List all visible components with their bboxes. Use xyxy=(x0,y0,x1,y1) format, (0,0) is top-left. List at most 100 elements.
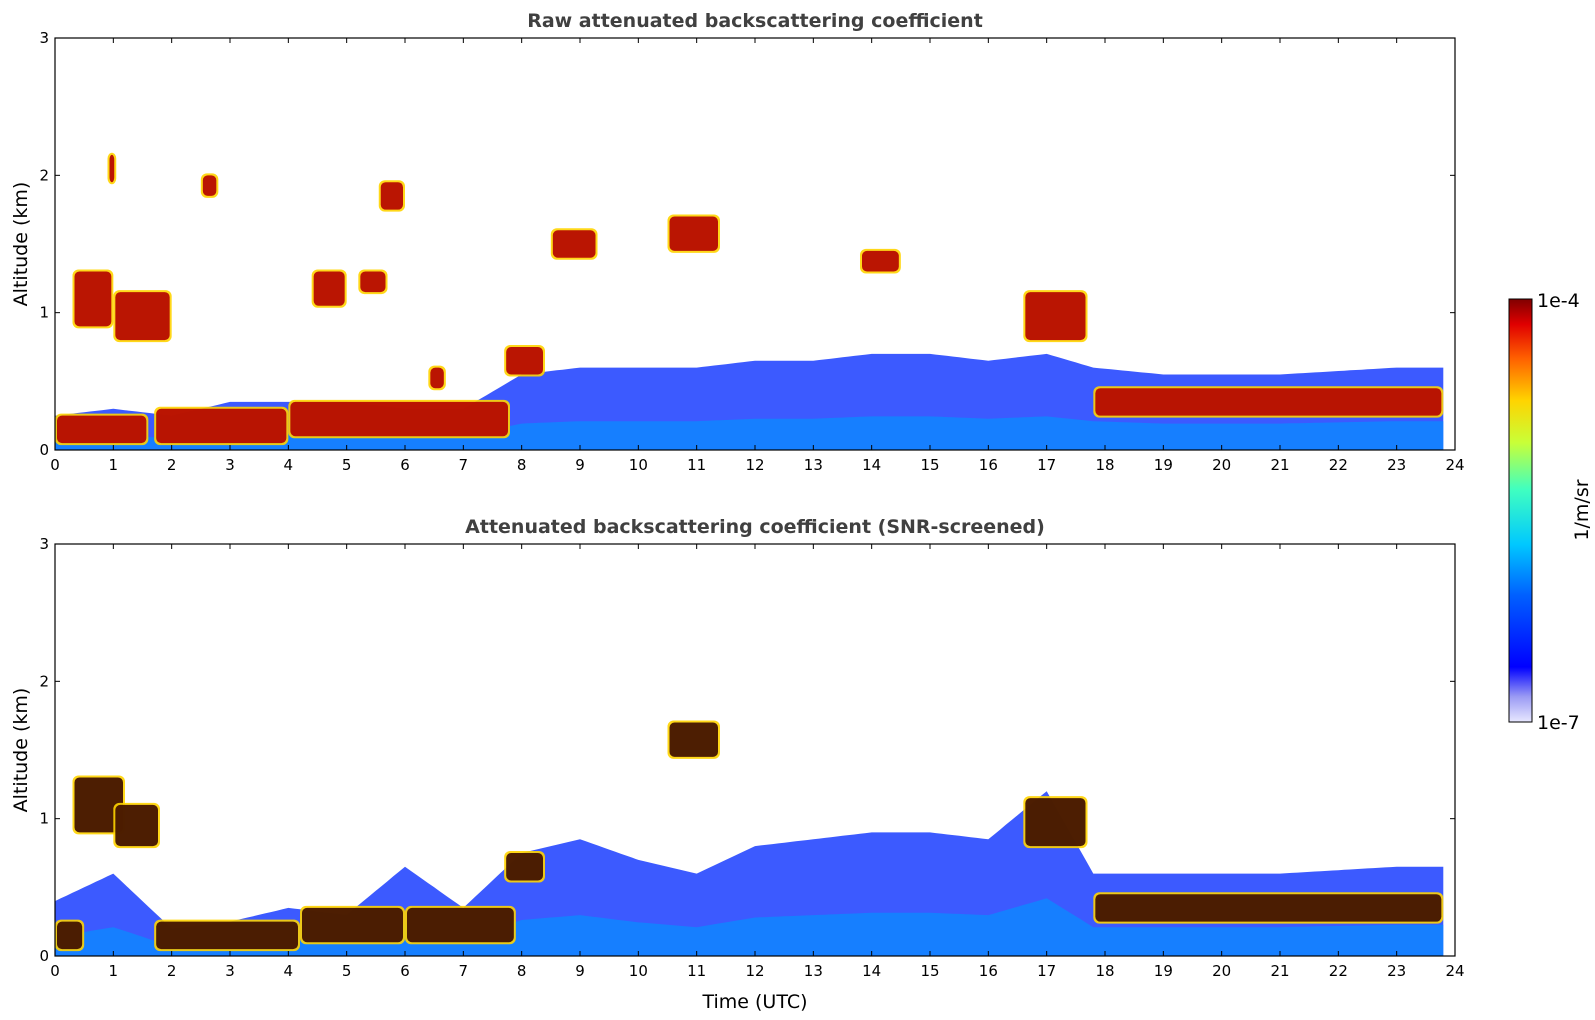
x-tick-label: 19 xyxy=(1154,456,1173,474)
x-tick-label: 7 xyxy=(459,456,469,474)
x-tick-label: 21 xyxy=(1270,962,1289,980)
colorbar-unit-label: 1/m/sr xyxy=(1571,479,1593,540)
x-tick-label: 20 xyxy=(1212,962,1231,980)
x-tick-label: 21 xyxy=(1270,456,1289,474)
backscatter-layer xyxy=(156,408,287,444)
backscatter-layer xyxy=(1025,798,1086,847)
backscatter-layer xyxy=(313,271,345,306)
colorbar-max-label: 1e-4 xyxy=(1537,290,1580,312)
x-tick-label: 6 xyxy=(400,962,410,980)
y-tick-label: 3 xyxy=(39,29,49,47)
x-axis-label: Time (UTC) xyxy=(701,991,807,1013)
panel-raw-axes: 0 1 2 3 4 5 6 7 8 9 10 11 12 13 14 15 16 17 18 19 20 21 22 23 24… xyxy=(39,29,1464,474)
x-tick-label: 13 xyxy=(804,962,823,980)
x-tick-label: 11 xyxy=(687,456,706,474)
x-tick-label: 24 xyxy=(1445,456,1464,474)
x-tick-label: 10 xyxy=(629,456,648,474)
backscatter-layer xyxy=(407,907,514,943)
x-tick-label: 11 xyxy=(687,962,706,980)
x-tick-label: 19 xyxy=(1154,962,1173,980)
x-tick-label: 14 xyxy=(862,456,881,474)
x-tick-label: 18 xyxy=(1095,456,1114,474)
backscatter-layer xyxy=(1095,894,1442,922)
colorbar-gradient xyxy=(1508,298,1533,723)
x-tick-label: 20 xyxy=(1212,456,1231,474)
x-tick-label: 8 xyxy=(517,962,527,980)
backscatter-layer xyxy=(669,722,718,757)
y-tick-label: 0 xyxy=(39,441,49,459)
x-tick-label: 14 xyxy=(862,962,881,980)
y-tick-label: 3 xyxy=(39,535,49,553)
x-tick-label: 22 xyxy=(1329,962,1348,980)
backscatter-layer xyxy=(115,292,170,341)
y-tick-label: 1 xyxy=(39,810,49,828)
x-tick-label: 17 xyxy=(1037,456,1056,474)
panel-raw-heatmap xyxy=(55,152,1444,450)
x-tick-label: 12 xyxy=(745,456,764,474)
panel-screened-title: Attenuated backscattering coefficient (S… xyxy=(465,516,1045,538)
x-tick-label: 1 xyxy=(109,456,119,474)
x-tick-label: 1 xyxy=(109,962,119,980)
backscatter-layer xyxy=(360,271,386,293)
panel-raw-title: Raw attenuated backscattering coefficien… xyxy=(527,10,983,32)
x-tick-label: 22 xyxy=(1329,456,1348,474)
x-tick-label: 16 xyxy=(979,962,998,980)
x-tick-label: 16 xyxy=(979,456,998,474)
colorbar-min-label: 1e-7 xyxy=(1537,712,1580,734)
backscatter-layer xyxy=(202,175,217,196)
x-tick-label: 0 xyxy=(50,456,60,474)
panel-screened-ylabel: Altitude (km) xyxy=(10,688,32,813)
x-tick-label: 12 xyxy=(745,962,764,980)
backscatter-layer xyxy=(290,401,508,437)
x-tick-label: 23 xyxy=(1387,456,1406,474)
backscatter-layer xyxy=(1025,292,1086,341)
x-tick-label: 15 xyxy=(920,456,939,474)
backscatter-layer xyxy=(506,853,543,881)
x-tick-label: 5 xyxy=(342,456,352,474)
backscatter-layer xyxy=(669,216,718,251)
backscatter-layer xyxy=(1095,388,1442,416)
x-tick-label: 4 xyxy=(284,962,294,980)
x-tick-label: 23 xyxy=(1387,962,1406,980)
x-tick-label: 8 xyxy=(517,456,527,474)
panel-raw-ylabel: Altitude (km) xyxy=(10,182,32,307)
x-tick-label: 13 xyxy=(804,456,823,474)
x-tick-label: 6 xyxy=(400,456,410,474)
backscatter-layer xyxy=(156,921,298,950)
panel-screened-heatmap xyxy=(55,720,1444,956)
panel-raw: Raw attenuated backscattering coefficien… xyxy=(10,10,1465,474)
x-tick-label: 10 xyxy=(629,962,648,980)
x-tick-label: 2 xyxy=(167,962,177,980)
y-tick-label: 2 xyxy=(39,166,49,184)
backscatter-layer xyxy=(109,154,115,183)
x-tick-label: 17 xyxy=(1037,962,1056,980)
backscatter-layer xyxy=(74,777,123,833)
x-tick-label: 7 xyxy=(459,962,469,980)
x-tick-label: 18 xyxy=(1095,962,1114,980)
x-tick-label: 9 xyxy=(575,456,585,474)
colorbar: 1e-4 1e-7 1/m/sr xyxy=(1508,290,1593,734)
y-tick-label: 0 xyxy=(39,947,49,965)
panel-screened-axes: 0 1 2 3 4 5 6 7 8 9 10 11 12 13 14 15 16 17 18 19 20 21 22 23 24… xyxy=(39,535,1464,980)
x-tick-label: 5 xyxy=(342,962,352,980)
x-tick-label: 0 xyxy=(50,962,60,980)
x-tick-label: 15 xyxy=(920,962,939,980)
backscatter-layer xyxy=(380,182,403,210)
x-tick-label: 3 xyxy=(225,456,235,474)
backscatter-layer xyxy=(57,921,83,950)
x-tick-label: 2 xyxy=(167,456,177,474)
backscatter-layer xyxy=(552,230,596,258)
backscatter-layer xyxy=(57,415,147,444)
backscatter-layer xyxy=(115,804,158,847)
backscatter-layer xyxy=(302,907,403,943)
y-tick-label: 2 xyxy=(39,672,49,690)
x-tick-label: 24 xyxy=(1445,962,1464,980)
panel-screened: Attenuated backscattering coefficient (S… xyxy=(10,516,1465,1013)
backscatter-layer xyxy=(430,367,444,389)
y-tick-label: 1 xyxy=(39,304,49,322)
x-tick-label: 3 xyxy=(225,962,235,980)
x-tick-label: 9 xyxy=(575,962,585,980)
x-tick-label: 4 xyxy=(284,456,294,474)
backscatter-layer xyxy=(506,347,543,375)
backscatter-layer xyxy=(862,250,899,272)
